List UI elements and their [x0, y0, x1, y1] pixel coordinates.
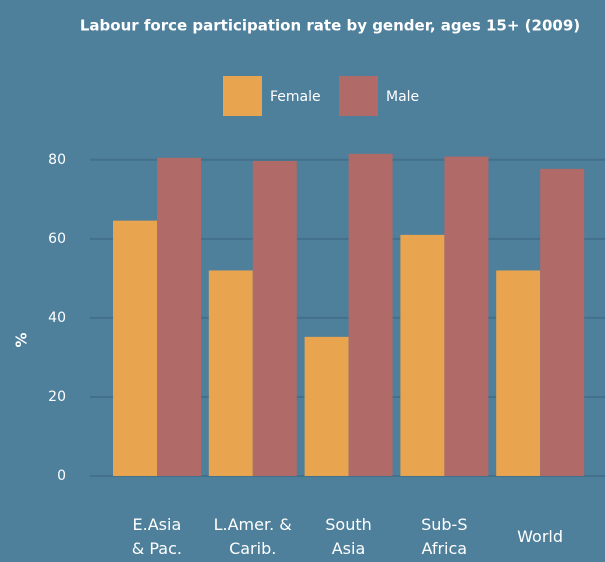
y-tick-label: 20 [48, 389, 66, 405]
bar [348, 153, 393, 476]
x-tick-label: Sub-S Africa [421, 515, 468, 558]
bar [113, 220, 157, 476]
x-tick-label: E.Asia & Pac. [131, 515, 182, 558]
chart-title: Labour force participation rate by gende… [80, 17, 580, 35]
legend-swatch [339, 76, 378, 116]
y-tick-label: 60 [48, 231, 66, 247]
y-tick-label: 40 [48, 310, 66, 326]
bar [252, 160, 297, 476]
bar [540, 168, 585, 476]
bar [444, 156, 489, 476]
bar [400, 234, 445, 476]
y-tick-label: 0 [57, 468, 66, 484]
bar [157, 157, 201, 476]
legend-swatch [223, 76, 262, 116]
bar [208, 270, 253, 476]
legend-label: Male [386, 89, 419, 105]
y-tick-label: 80 [48, 152, 66, 168]
x-tick-label: World [517, 527, 564, 546]
bar [304, 336, 349, 476]
legend-label: Female [270, 89, 321, 105]
y-axis-label: % [13, 332, 31, 347]
x-tick-label: South Asia [325, 515, 372, 558]
x-tick-label: L.Amer. & Carib. [213, 515, 292, 558]
bar [496, 270, 541, 476]
